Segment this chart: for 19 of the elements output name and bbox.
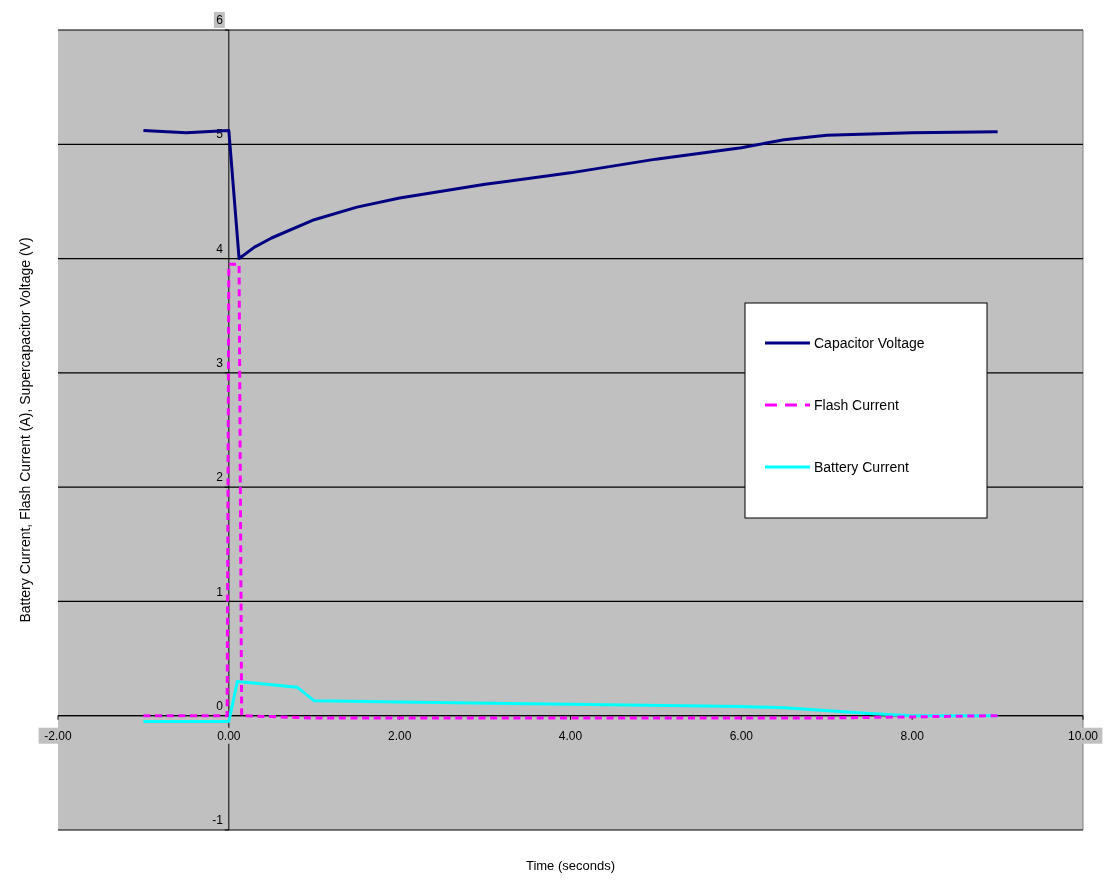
legend-label: Flash Current [814,396,899,413]
y-tick-label: 3 [216,356,224,371]
y-tick-label: -1 [212,813,224,828]
legend-label: Capacitor Voltage [814,334,925,351]
x-tick-label: 0.00 [217,728,241,743]
y-tick-label: 6 [216,13,224,28]
y-axis-title: Battery Current, Flash Current (A), Supercapacitor Voltage (V) [17,237,33,623]
x-tick-label: -2.00 [44,728,72,743]
y-tick-label: 0 [216,698,224,713]
x-tick-label: 4.00 [558,728,583,743]
x-tick-label: 8.00 [900,728,925,743]
y-tick-label: 1 [216,584,224,599]
x-tick-label: 2.00 [387,728,412,743]
legend-label: Battery Current [814,458,910,475]
y-tick-label: 2 [216,470,224,485]
y-tick-label: 4 [216,241,224,256]
x-tick-label: 6.00 [729,728,754,743]
x-tick-label: 10.00 [1067,728,1099,743]
x-axis-title: Time (seconds) [525,858,616,873]
